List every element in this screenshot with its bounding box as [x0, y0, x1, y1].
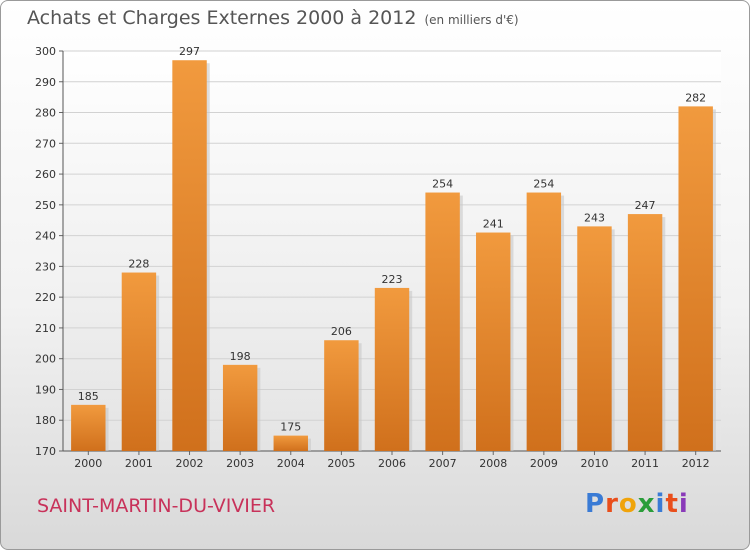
logo-letter: x: [637, 489, 656, 519]
x-tick-label: 2008: [479, 457, 507, 470]
y-tick-label: 280: [35, 107, 56, 120]
bar-value-label: 223: [382, 273, 403, 286]
bar-value-label: 198: [230, 350, 251, 363]
logo-letter: t: [665, 489, 679, 519]
bar-value-label: 243: [584, 211, 605, 224]
bar: [526, 192, 562, 452]
y-tick-label: 220: [35, 291, 56, 304]
proxiti-logo: Proxiti: [585, 489, 689, 519]
bar: [324, 340, 359, 451]
x-tick-label: 2000: [74, 457, 102, 470]
x-tick-label: 2010: [580, 457, 608, 470]
y-tick-label: 200: [35, 353, 56, 366]
y-tick-label: 260: [35, 168, 56, 181]
bar-value-label: 254: [432, 178, 453, 191]
x-tick-label: 2003: [226, 457, 254, 470]
bar: [71, 404, 106, 451]
y-tick-label: 250: [35, 199, 56, 212]
x-tick-label: 2004: [277, 457, 305, 470]
logo-letter: i: [655, 489, 666, 519]
bar-value-label: 297: [179, 45, 200, 58]
logo-letter: i: [678, 489, 689, 519]
bar: [172, 60, 207, 451]
logo-letter: o: [618, 489, 638, 519]
x-tick-label: 2002: [176, 457, 204, 470]
x-tick-label: 2007: [429, 457, 457, 470]
bar-value-label: 247: [635, 199, 656, 212]
bar-value-label: 185: [78, 390, 99, 403]
bar: [374, 287, 410, 451]
bar: [273, 435, 308, 451]
bar-value-label: 254: [533, 178, 554, 191]
bar: [222, 364, 258, 451]
bar-value-label: 282: [685, 91, 706, 104]
bar-value-label: 175: [280, 421, 301, 434]
bar: [577, 226, 612, 451]
bar: [425, 192, 460, 452]
bar: [121, 272, 157, 451]
x-tick-label: 2011: [631, 457, 659, 470]
logo-letter: P: [585, 489, 606, 519]
x-tick-label: 2012: [682, 457, 710, 470]
y-tick-label: 300: [35, 45, 56, 58]
bar-value-label: 228: [128, 258, 149, 271]
x-tick-label: 2006: [378, 457, 406, 470]
bar: [627, 214, 663, 451]
logo-letter: r: [605, 489, 619, 519]
bar: [476, 232, 511, 451]
bar-value-label: 206: [331, 325, 352, 338]
y-tick-label: 290: [35, 76, 56, 89]
x-tick-label: 2001: [125, 457, 153, 470]
y-tick-label: 210: [35, 322, 56, 335]
chart-subtitle: (en milliers d'€): [424, 13, 519, 27]
chart-title-text: Achats et Charges Externes 2000 à 2012: [27, 7, 417, 29]
y-tick-label: 230: [35, 260, 56, 273]
y-tick-label: 180: [35, 414, 56, 427]
y-tick-label: 240: [35, 230, 56, 243]
x-tick-label: 2009: [530, 457, 558, 470]
x-tick-label: 2005: [327, 457, 355, 470]
y-tick-label: 270: [35, 137, 56, 150]
y-tick-label: 190: [35, 383, 56, 396]
y-tick-label: 170: [35, 445, 56, 458]
bar: [678, 106, 713, 451]
bar-value-label: 241: [483, 218, 504, 231]
commune-name: SAINT-MARTIN-DU-VIVIER: [37, 495, 276, 517]
chart-title: Achats et Charges Externes 2000 à 2012 (e…: [27, 7, 519, 29]
